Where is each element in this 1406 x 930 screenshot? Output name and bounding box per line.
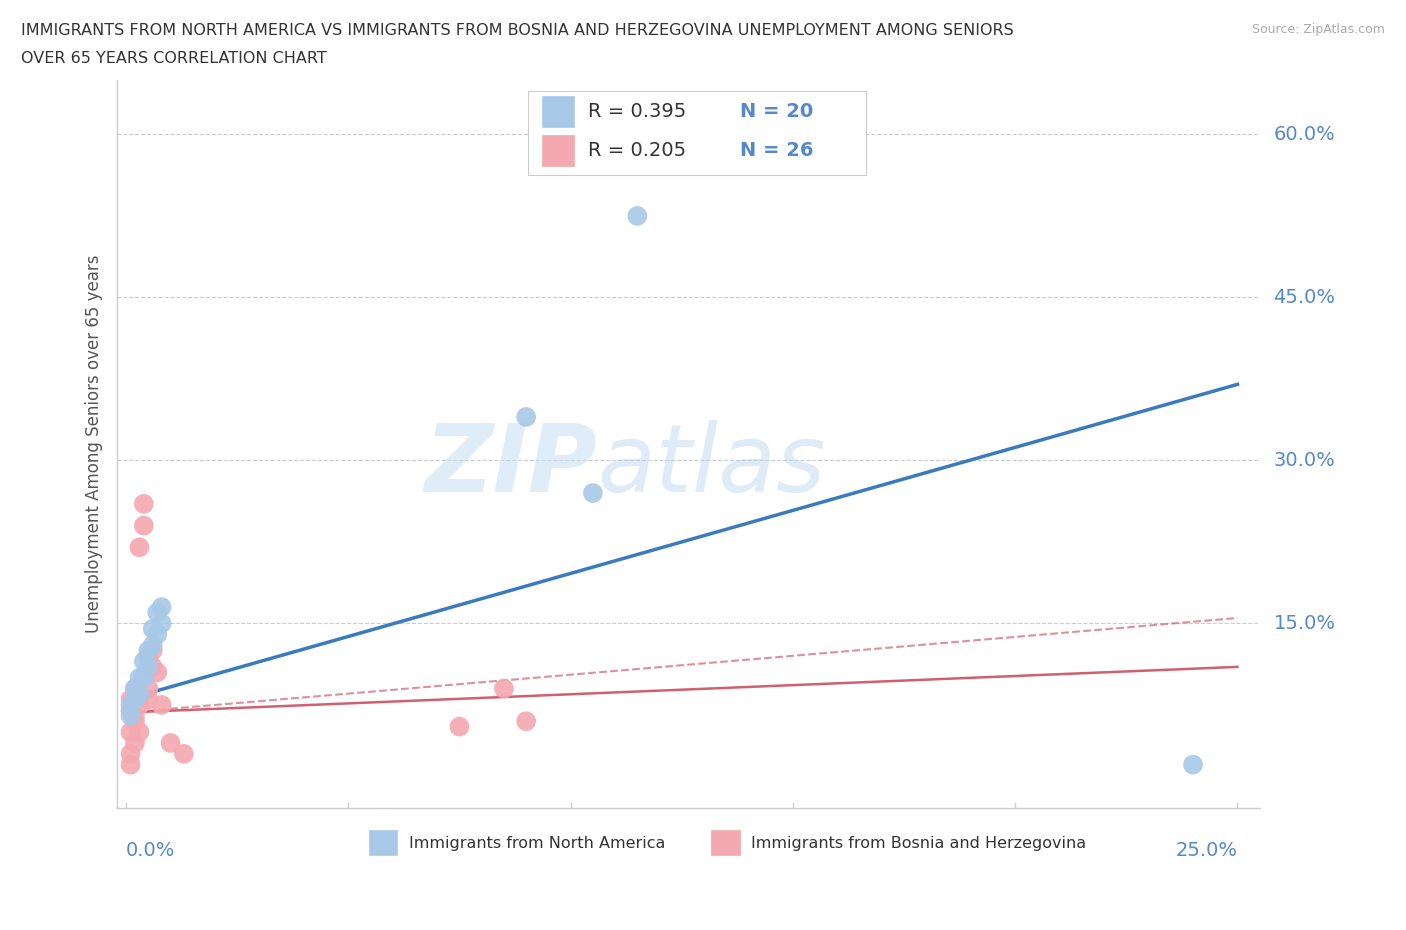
Point <box>120 757 142 772</box>
Point <box>120 709 142 724</box>
Point <box>124 681 146 696</box>
Text: 25.0%: 25.0% <box>1175 841 1237 859</box>
Point <box>142 638 165 653</box>
Point <box>173 747 195 762</box>
Point <box>159 736 181 751</box>
Point <box>128 686 150 701</box>
Point <box>120 747 142 762</box>
Point <box>124 692 146 707</box>
Point <box>132 518 155 533</box>
Text: ZIP: ZIP <box>425 420 598 512</box>
Point <box>124 709 146 724</box>
Point <box>120 724 142 739</box>
Y-axis label: Unemployment Among Seniors over 65 years: Unemployment Among Seniors over 65 years <box>86 255 103 633</box>
FancyBboxPatch shape <box>543 136 574 166</box>
FancyBboxPatch shape <box>543 96 574 126</box>
Point <box>132 654 155 669</box>
Text: 30.0%: 30.0% <box>1274 451 1336 470</box>
Point <box>124 681 146 696</box>
Point <box>132 497 155 512</box>
Point <box>515 409 537 424</box>
Point <box>136 681 159 696</box>
Point <box>142 621 165 636</box>
Point <box>492 681 515 696</box>
Point <box>146 627 169 642</box>
Point <box>146 605 169 620</box>
Text: Immigrants from Bosnia and Herzegovina: Immigrants from Bosnia and Herzegovina <box>751 835 1087 851</box>
FancyBboxPatch shape <box>368 830 396 856</box>
Point <box>124 736 146 751</box>
Point <box>136 644 159 658</box>
Point <box>120 698 142 712</box>
Point <box>120 703 142 718</box>
Point <box>146 665 169 680</box>
Point <box>142 659 165 674</box>
Text: R = 0.395: R = 0.395 <box>588 102 686 121</box>
Text: R = 0.205: R = 0.205 <box>588 141 686 160</box>
Text: IMMIGRANTS FROM NORTH AMERICA VS IMMIGRANTS FROM BOSNIA AND HERZEGOVINA UNEMPLOY: IMMIGRANTS FROM NORTH AMERICA VS IMMIGRA… <box>21 23 1014 38</box>
Point <box>515 713 537 728</box>
Point <box>128 671 150 685</box>
FancyBboxPatch shape <box>529 91 866 175</box>
Text: 15.0%: 15.0% <box>1274 614 1336 633</box>
Point <box>626 208 648 223</box>
Point <box>124 713 146 728</box>
Point <box>120 692 142 707</box>
Text: Source: ZipAtlas.com: Source: ZipAtlas.com <box>1251 23 1385 36</box>
Point <box>142 644 165 658</box>
Point <box>128 724 150 739</box>
Point <box>128 698 150 712</box>
Point <box>136 659 159 674</box>
Text: 60.0%: 60.0% <box>1274 125 1336 144</box>
Point <box>150 600 173 615</box>
Text: OVER 65 YEARS CORRELATION CHART: OVER 65 YEARS CORRELATION CHART <box>21 51 326 66</box>
FancyBboxPatch shape <box>711 830 740 856</box>
Text: 45.0%: 45.0% <box>1274 288 1336 307</box>
Text: N = 20: N = 20 <box>740 102 813 121</box>
Text: atlas: atlas <box>598 420 825 512</box>
Point <box>128 540 150 555</box>
Text: 0.0%: 0.0% <box>127 841 176 859</box>
Point <box>150 698 173 712</box>
Point <box>136 692 159 707</box>
Point <box>1182 757 1205 772</box>
Text: Immigrants from North America: Immigrants from North America <box>409 835 665 851</box>
Point <box>136 648 159 663</box>
Text: N = 26: N = 26 <box>740 141 813 160</box>
Point <box>449 719 471 734</box>
Point <box>150 616 173 631</box>
Point <box>132 671 155 685</box>
Point <box>582 485 605 500</box>
